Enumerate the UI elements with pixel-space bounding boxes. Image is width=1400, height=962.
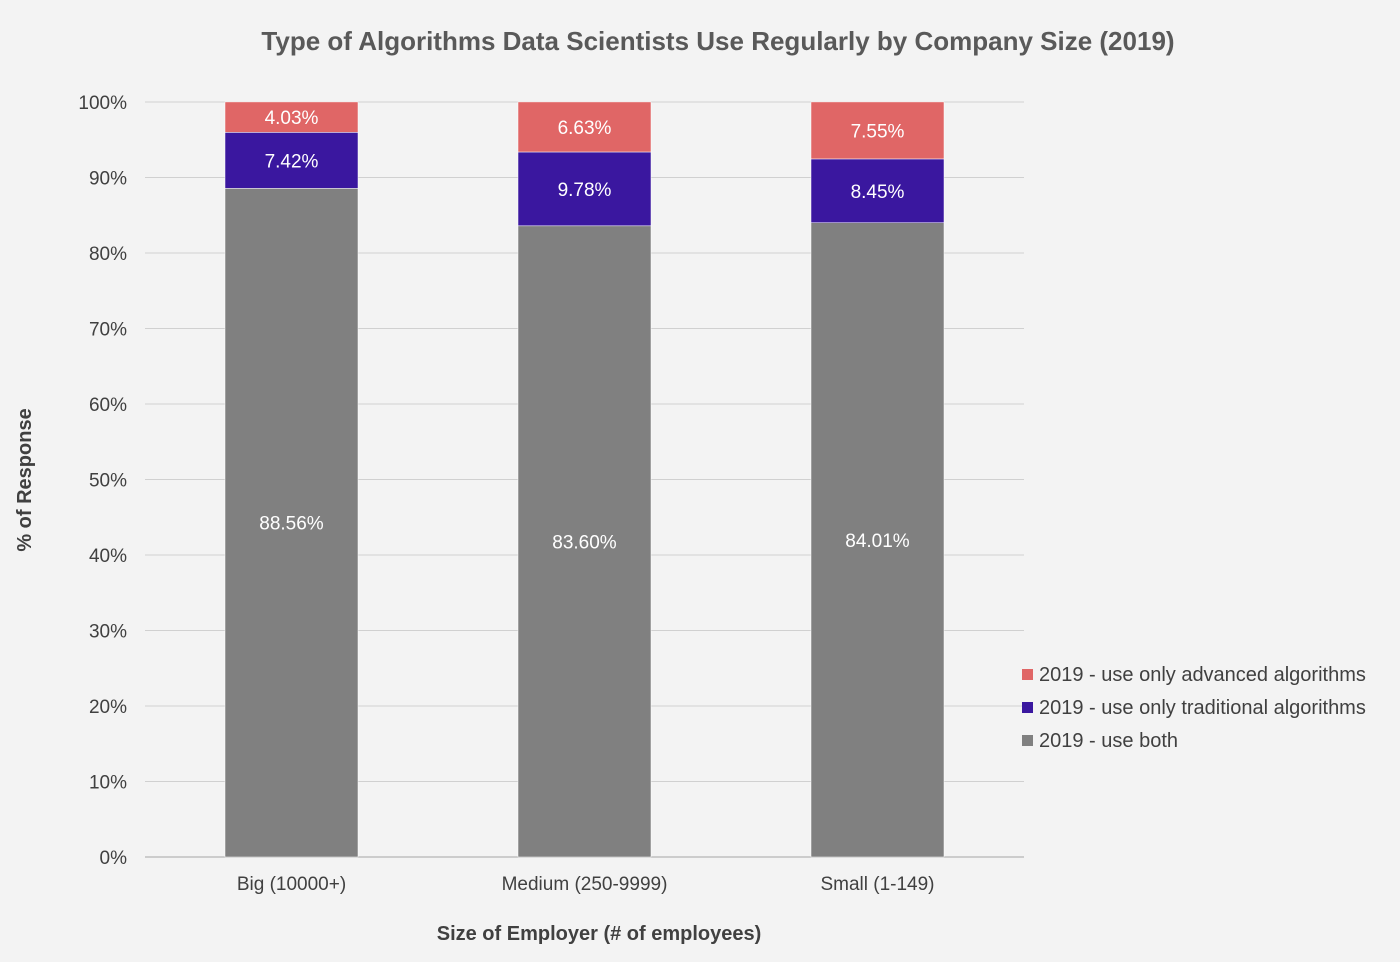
data-labels: 88.56% 7.42% 4.03% 83.60% 9.78% 6.63% 84.01% 8.…	[259, 108, 910, 553]
legend: 2019 - use only advanced algorithms 2019 …	[1022, 664, 1366, 752]
x-category-label: Big (10000+)	[237, 874, 346, 895]
y-tick-label: 50%	[89, 471, 127, 492]
data-label: 7.42%	[265, 151, 319, 172]
y-tick-label: 60%	[89, 395, 127, 416]
bar-segment	[810, 158, 945, 223]
bar-segment	[517, 225, 652, 858]
y-tick-label: 100%	[78, 93, 127, 114]
data-label: 6.63%	[558, 118, 612, 139]
y-tick-label: 90%	[89, 169, 127, 190]
y-axis-title: % of Response	[14, 408, 36, 551]
data-label: 8.45%	[851, 182, 905, 203]
legend-item: 2019 - use both	[1022, 730, 1178, 752]
legend-label: 2019 - use only advanced algorithms	[1039, 664, 1366, 686]
legend-swatch	[1022, 669, 1033, 680]
bar-segment	[224, 101, 359, 133]
bar-segment	[517, 101, 652, 153]
x-axis-title: Size of Employer (# of employees)	[437, 923, 762, 945]
bar-segment	[810, 101, 945, 160]
bar-segment	[810, 222, 945, 858]
y-tick-label: 10%	[89, 773, 127, 794]
x-category-label: Medium (250-9999)	[502, 874, 668, 895]
y-tick-label: 30%	[89, 622, 127, 643]
x-axis-category-labels: Big (10000+) Medium (250-9999) Small (1-14…	[237, 874, 935, 895]
legend-swatch	[1022, 702, 1033, 713]
legend-item: 2019 - use only advanced algorithms	[1022, 664, 1366, 686]
y-axis-tick-labels: 0% 10% 20% 30% 40% 50% 60% 70% 80% 90% 100%	[78, 93, 127, 869]
bar-segment	[224, 132, 359, 189]
data-label: 9.78%	[558, 180, 612, 201]
data-label: 84.01%	[845, 531, 910, 552]
legend-label: 2019 - use only traditional algorithms	[1039, 697, 1366, 719]
data-label: 88.56%	[259, 514, 324, 535]
y-tick-label: 70%	[89, 320, 127, 341]
data-label: 7.55%	[851, 121, 905, 142]
data-label: 83.60%	[552, 532, 617, 553]
bar-segment	[517, 151, 652, 227]
y-tick-label: 0%	[100, 848, 128, 869]
x-category-label: Small (1-149)	[820, 874, 934, 895]
legend-label: 2019 - use both	[1039, 730, 1178, 752]
bar-segment	[224, 188, 359, 858]
legend-swatch	[1022, 735, 1033, 746]
y-tick-label: 80%	[89, 244, 127, 265]
y-tick-label: 20%	[89, 697, 127, 718]
data-label: 4.03%	[265, 108, 319, 129]
y-tick-label: 40%	[89, 546, 127, 567]
legend-item: 2019 - use only traditional algorithms	[1022, 697, 1366, 719]
chart-title: Type of Algorithms Data Scientists Use R…	[261, 26, 1174, 56]
bars	[224, 101, 945, 858]
